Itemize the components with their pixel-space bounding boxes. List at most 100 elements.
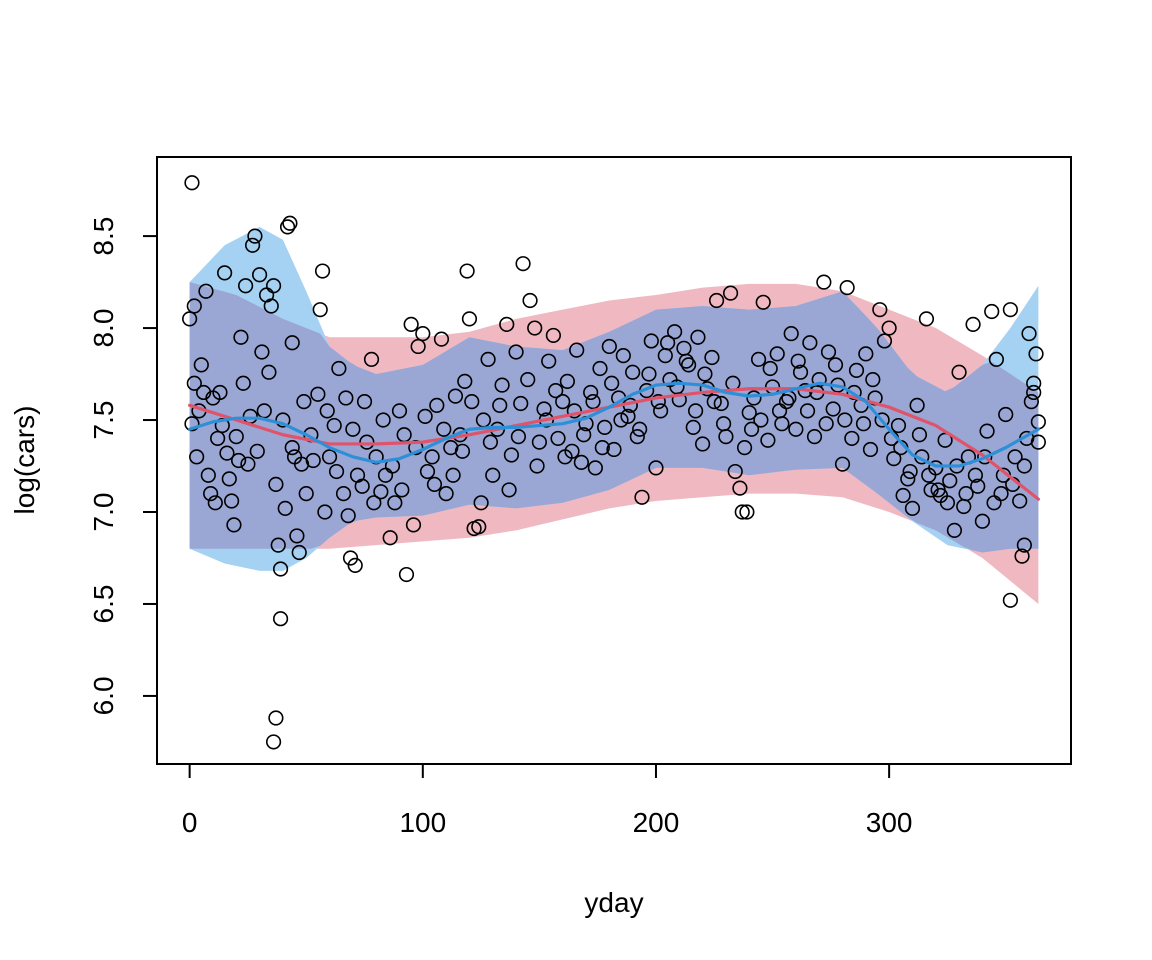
data-point — [405, 517, 422, 533]
data-point — [482, 434, 499, 450]
data-point — [375, 412, 391, 428]
data-point — [226, 517, 242, 533]
data-point — [391, 403, 408, 419]
data-point — [597, 419, 613, 435]
data-point — [587, 460, 603, 476]
data-point — [382, 530, 398, 546]
data-point — [527, 320, 543, 336]
data-point — [967, 467, 984, 483]
data-point — [632, 421, 648, 437]
data-point — [335, 486, 352, 502]
data-point — [685, 419, 701, 435]
data-point — [727, 463, 743, 480]
data-point — [678, 353, 694, 369]
data-point — [1012, 493, 1028, 509]
data-point — [240, 456, 256, 472]
data-point — [660, 335, 676, 351]
data-point — [1021, 325, 1037, 342]
x-axis-title: yday — [584, 887, 643, 918]
data-point — [988, 351, 1004, 367]
data-point — [270, 537, 286, 553]
x-tick-label: 200 — [633, 807, 680, 838]
data-point — [1002, 302, 1018, 318]
data-point — [615, 348, 631, 364]
data-point — [510, 428, 527, 445]
data-point — [331, 360, 347, 377]
data-point — [459, 263, 475, 279]
data-point — [424, 449, 440, 465]
data-point — [669, 379, 685, 395]
data-point — [417, 408, 433, 424]
data-point — [760, 432, 776, 448]
data-point — [762, 360, 778, 377]
data-point — [305, 452, 321, 469]
data-point — [902, 463, 918, 480]
data-point — [265, 734, 282, 750]
data-point — [818, 416, 834, 432]
data-point — [359, 434, 375, 450]
data-point — [837, 412, 853, 428]
data-point — [531, 434, 547, 450]
data-point — [224, 493, 240, 509]
data-point — [254, 344, 270, 360]
data-point — [827, 357, 844, 373]
data-point — [855, 416, 872, 432]
data-point — [485, 467, 501, 483]
data-point — [921, 467, 937, 483]
data-point — [909, 397, 925, 413]
data-point — [340, 508, 356, 524]
data-point — [697, 366, 713, 382]
data-point — [1028, 346, 1044, 362]
data-point — [429, 397, 445, 413]
data-point — [279, 219, 296, 235]
data-point — [986, 495, 1002, 511]
data-point — [979, 423, 995, 439]
data-point — [513, 395, 529, 412]
data-point — [974, 513, 991, 529]
data-point — [753, 412, 769, 428]
data-point — [706, 394, 722, 410]
data-point — [249, 443, 265, 459]
data-point — [900, 471, 916, 487]
data-point — [268, 710, 284, 726]
data-point — [354, 478, 370, 494]
data-point — [256, 403, 272, 419]
data-point — [688, 403, 704, 419]
data-point — [445, 467, 461, 483]
data-point — [284, 335, 300, 351]
data-point — [189, 449, 205, 465]
data-point — [205, 390, 221, 406]
data-point — [356, 394, 373, 410]
data-point — [569, 342, 585, 358]
data-point — [755, 294, 771, 310]
data-point — [272, 611, 289, 627]
data-point — [858, 346, 874, 362]
data-point — [958, 486, 974, 502]
data-point — [233, 329, 249, 345]
data-point — [312, 302, 328, 318]
data-point — [984, 303, 1000, 320]
data-point — [347, 557, 363, 573]
data-point — [713, 395, 729, 412]
data-point — [634, 489, 650, 505]
data-point — [457, 373, 473, 390]
data-point — [690, 329, 706, 345]
data-point — [494, 377, 510, 393]
data-point — [277, 500, 293, 516]
data-point — [1026, 375, 1042, 391]
data-point — [508, 344, 524, 360]
data-point — [667, 324, 683, 340]
data-point — [743, 421, 760, 437]
data-point — [296, 394, 312, 410]
data-point — [783, 325, 799, 342]
data-point — [1023, 394, 1039, 410]
data-point — [904, 500, 921, 516]
x-axis: 0 100 200 300 — [182, 763, 912, 838]
y-axis-title: log(cars) — [9, 406, 40, 515]
y-axis: 6.0 6.5 7.0 7.5 8.0 8.5 — [88, 217, 158, 715]
data-point — [398, 566, 415, 583]
data-point — [848, 362, 865, 378]
data-point — [862, 441, 879, 458]
data-point — [373, 484, 389, 500]
y-tick-label: 8.0 — [88, 309, 119, 348]
